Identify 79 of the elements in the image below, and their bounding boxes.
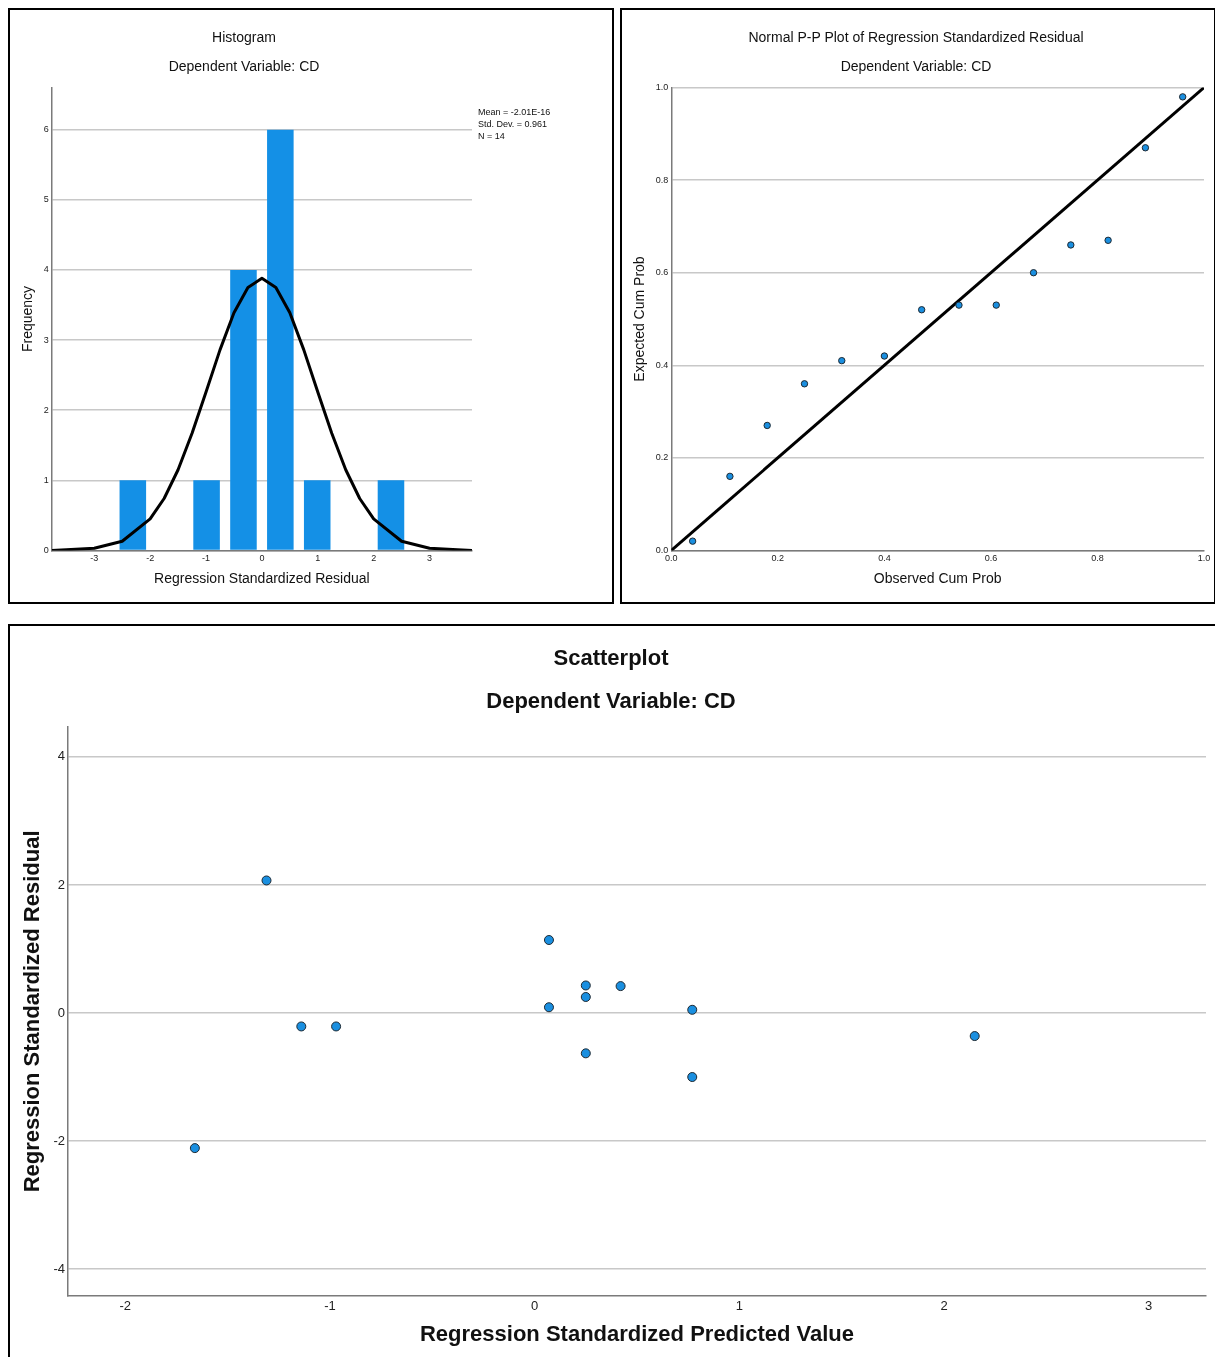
y-tick-label: 0 <box>57 1004 65 1020</box>
x-tick-label: -2 <box>119 1298 132 1314</box>
text: N = 14 <box>478 130 505 141</box>
y-tick-label: 1.0 <box>655 82 669 93</box>
chart-title: Histogram <box>212 29 276 46</box>
x-tick-label: 1 <box>735 1298 743 1314</box>
text: Std. Dev. = 0.961 <box>478 118 548 129</box>
chart-title: Scatterplot <box>553 645 670 671</box>
x-tick-label: 1.0 <box>1197 553 1211 564</box>
y-tick-label: 0 <box>43 544 49 555</box>
x-tick-label: 0.4 <box>878 553 891 564</box>
point <box>1067 241 1075 249</box>
point <box>838 356 846 365</box>
x-tick-label: 0.6 <box>984 553 998 564</box>
y-tick-label: 0.8 <box>655 174 669 185</box>
y-axis-title: Expected Cum Prob <box>631 256 648 382</box>
x-axis-title: Regression Standardized Predicted Value <box>419 1320 854 1346</box>
y-tick-label: 3 <box>43 334 49 345</box>
chart-subtitle: Dependent Variable: CD <box>486 687 736 713</box>
point <box>969 1031 980 1042</box>
point <box>1104 236 1112 245</box>
y-tick-label: -4 <box>53 1260 65 1276</box>
x-tick-label: 0 <box>531 1298 539 1314</box>
y-axis-title: Frequency <box>19 285 36 353</box>
point <box>331 1021 342 1032</box>
x-tick-label: 0.8 <box>1091 553 1104 564</box>
chart-subtitle: Dependent Variable: CD <box>168 58 320 75</box>
y-tick-label: 0.2 <box>655 452 669 463</box>
x-tick-label: 3 <box>427 553 433 564</box>
x-tick-label: -1 <box>202 553 211 564</box>
point <box>688 537 697 545</box>
point <box>1178 93 1187 101</box>
x-tick-label: 2 <box>371 553 377 564</box>
x-axis-title: Observed Cum Prob <box>873 570 1002 587</box>
x-tick-label: 3 <box>1145 1298 1153 1314</box>
y-tick-label: 4 <box>43 264 49 275</box>
point <box>580 980 591 991</box>
point <box>687 1072 698 1083</box>
point <box>261 875 272 886</box>
chart-title: Normal P-P Plot of Regression Standardized Residual <box>748 29 1084 46</box>
y-tick-label: 0.4 <box>655 359 669 370</box>
x-tick-label: 0.2 <box>771 553 785 564</box>
y-tick-label: -2 <box>53 1132 65 1148</box>
point <box>763 421 771 430</box>
point <box>800 380 809 388</box>
y-tick-label: 6 <box>43 124 49 135</box>
x-tick-label: -1 <box>324 1298 336 1314</box>
point <box>955 301 963 309</box>
point <box>880 352 889 360</box>
y-tick-label: 5 <box>43 194 49 205</box>
point <box>543 1002 554 1013</box>
point <box>992 301 1000 309</box>
point <box>580 991 591 1002</box>
x-axis-title: Regression Standardized Residual <box>154 570 370 587</box>
x-tick-label: 1 <box>315 553 321 564</box>
point <box>189 1143 200 1154</box>
x-tick-label: -2 <box>146 553 155 564</box>
point <box>543 935 554 946</box>
text: Mean = -2.01E-16 <box>478 106 551 117</box>
point <box>296 1021 307 1032</box>
y-tick-label: 4 <box>57 748 65 764</box>
y-tick-label: 2 <box>43 404 49 415</box>
point <box>1029 269 1038 277</box>
y-tick-label: 0.0 <box>655 544 669 555</box>
point <box>917 306 926 314</box>
point <box>1141 144 1150 152</box>
x-tick-label: -3 <box>90 553 99 564</box>
point <box>687 1004 698 1015</box>
point <box>615 981 626 992</box>
y-tick-label: 2 <box>57 876 65 892</box>
x-tick-label: 2 <box>940 1298 948 1314</box>
x-tick-label: 0.0 <box>665 553 678 564</box>
y-tick-label: 0.6 <box>655 267 669 278</box>
point <box>580 1048 591 1059</box>
y-axis-title: Regression Standardized Residual <box>19 830 45 1193</box>
x-tick-label: 0 <box>259 553 265 564</box>
y-tick-label: 1 <box>43 474 49 485</box>
point <box>726 472 734 481</box>
chart-subtitle: Dependent Variable: CD <box>840 58 992 75</box>
